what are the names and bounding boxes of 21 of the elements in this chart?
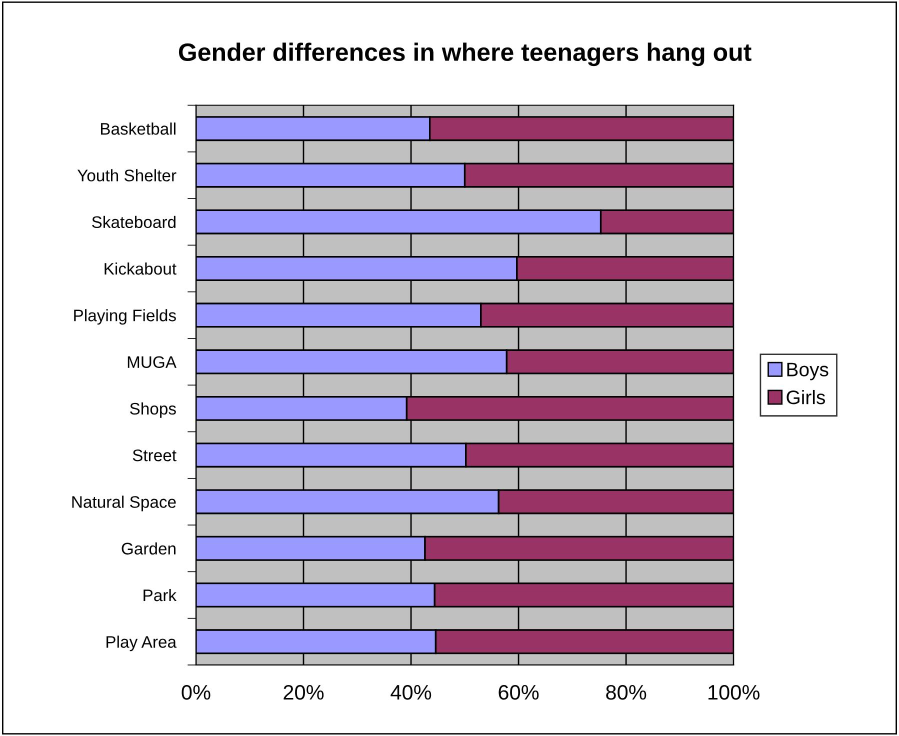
y-tick-label: Basketball (101, 122, 176, 135)
x-tick-label: 0% (182, 684, 210, 700)
y-tick-label: Play Area (106, 636, 177, 652)
x-tick-label: 40% (390, 684, 432, 700)
x-tick-label: 60% (498, 684, 539, 700)
y-tick-label: Natural Space (72, 496, 176, 512)
y-tick-label: Playing Fields (74, 309, 176, 325)
y-tick-label: Shops (130, 402, 176, 418)
y-tick-label: MUGA (128, 356, 177, 368)
y-tick-label: Garden (122, 542, 176, 555)
y-tick-label: Skateboard (92, 216, 176, 228)
x-tick-label: 100% (708, 684, 760, 700)
legend-label: Girls (786, 390, 825, 404)
legend-label: Boys (787, 362, 828, 380)
x-tick-label: 80% (606, 684, 646, 700)
y-tick-label: Park (144, 588, 177, 602)
chart-title: Gender differences in where teenagers hang out (178, 42, 752, 66)
y-tick-label: Youth Shelter (77, 169, 176, 182)
x-tick-label: 20% (284, 684, 324, 700)
y-tick-label: Street (132, 449, 176, 462)
y-tick-label: Kickabout (104, 262, 176, 275)
